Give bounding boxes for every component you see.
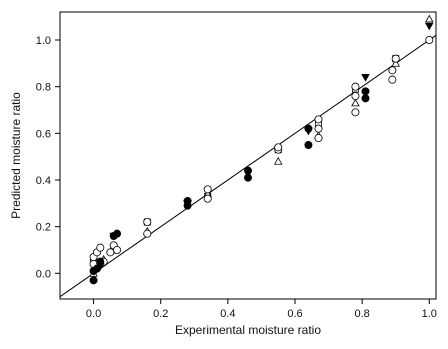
data-point-open-circle	[113, 245, 122, 254]
y-axis-label: Predicted moisture ratio	[9, 92, 23, 219]
data-point-open-triangle	[351, 98, 360, 107]
data-point-open-circle	[351, 92, 360, 101]
data-point-filled-circle	[89, 276, 98, 285]
data-point-open-circle	[203, 185, 212, 194]
data-point-filled-circle	[243, 173, 252, 182]
data-point-open-triangle	[425, 14, 434, 23]
data-point-filled-circle	[304, 140, 313, 149]
data-point-open-circle	[106, 248, 115, 257]
data-point-open-circle	[351, 82, 360, 91]
data-point-open-circle	[391, 54, 400, 63]
data-point-open-circle	[314, 124, 323, 133]
data-point-filled-circle	[243, 166, 252, 175]
data-point-open-circle	[143, 229, 152, 238]
data-point-open-circle	[143, 217, 152, 226]
y-axis-tick-label: 0.6	[36, 128, 51, 140]
data-point-open-circle	[425, 36, 434, 45]
data-point-open-circle	[351, 108, 360, 117]
data-point-open-circle	[96, 243, 105, 252]
x-axis-tick-label: 0.4	[220, 308, 235, 320]
data-point-open-triangle	[273, 156, 283, 165]
data-point-filled-circle	[96, 257, 105, 266]
data-point-filled-circle	[361, 94, 370, 103]
plot-area-layer	[59, 11, 437, 300]
data-point-filled-triangle	[425, 22, 434, 31]
y-axis-tick-label: 1.0	[36, 35, 51, 47]
x-axis-tick-label: 0.8	[354, 308, 369, 320]
data-points-layer	[89, 14, 434, 285]
data-point-open-circle	[388, 75, 397, 84]
plot-frame	[59, 11, 437, 300]
y-axis-tick-label: 0.4	[36, 175, 51, 187]
x-axis-tick-label: 0.0	[86, 308, 101, 320]
data-point-filled-circle	[113, 229, 122, 238]
data-point-filled-triangle	[361, 74, 370, 82]
data-point-filled-circle	[183, 196, 192, 205]
data-point-filled-circle	[361, 87, 370, 96]
y-axis-tick-label: 0.8	[36, 82, 51, 94]
axes-layer: 0.0 0.2 0.4 0.6 0.8 1.0 0.0 0.2 0.4 0.6 0.8 1.0	[36, 35, 437, 320]
data-point-filled-circle	[304, 124, 313, 133]
data-point-open-circle	[388, 66, 397, 75]
x-axis-tick-label: 0.6	[287, 308, 302, 320]
x-axis-tick-label: 0.2	[153, 308, 168, 320]
data-point-filled-circle	[92, 264, 101, 273]
data-point-open-circle	[274, 143, 283, 152]
x-axis-label: Experimental moisture ratio	[175, 323, 321, 337]
data-point-open-circle	[203, 194, 212, 203]
one-to-one-reference-line	[59, 34, 437, 298]
x-axis-tick-label: 1.0	[422, 308, 437, 320]
data-point-open-circle	[314, 115, 323, 124]
data-point-open-circle	[314, 133, 323, 142]
y-axis-tick-label: 0.0	[36, 268, 51, 280]
data-point-open-triangle	[391, 58, 400, 67]
y-axis-tick-label: 0.2	[36, 222, 51, 234]
